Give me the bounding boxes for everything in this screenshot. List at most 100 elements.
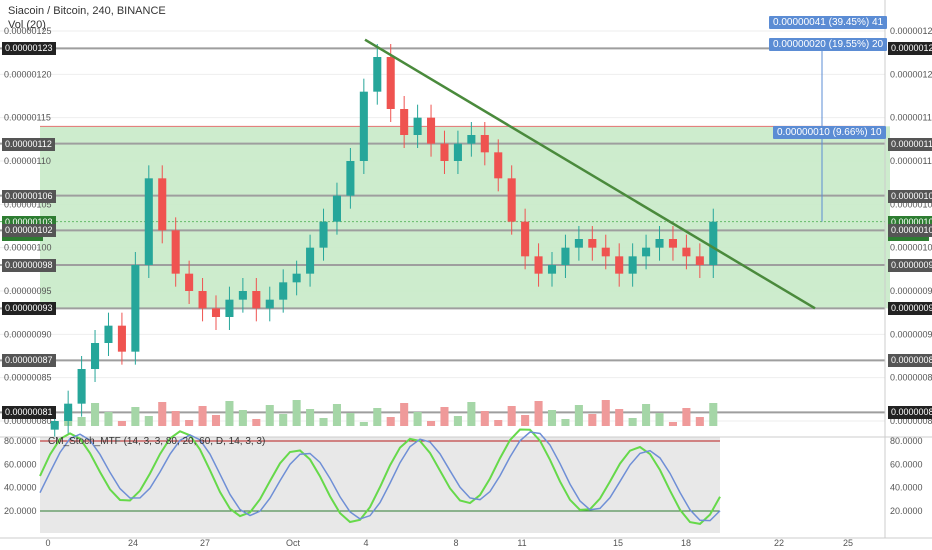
volume-bar: [117, 421, 126, 426]
candle-body: [292, 273, 301, 283]
volume-bar: [655, 413, 664, 426]
candle-body: [628, 256, 637, 274]
volume-bar: [359, 422, 368, 426]
volume-bar: [279, 414, 288, 426]
level-tag-right: 0.00000106: [888, 189, 932, 203]
stoch-d-line: [39, 431, 721, 522]
candle-body: [709, 221, 718, 265]
candle-body: [695, 256, 704, 265]
stoch-k-line: [39, 428, 721, 525]
volume-bar: [319, 418, 328, 426]
price-tick-left: 0.00000095: [4, 286, 52, 296]
measure-label[interactable]: 0.00000041 (39.45%) 41: [769, 16, 888, 29]
candle-body: [601, 247, 610, 257]
level-tag-right: 0.00000112: [888, 137, 932, 151]
candle-body: [185, 273, 194, 291]
volume-bar: [386, 417, 395, 426]
volume-bar: [601, 400, 610, 426]
candle-body: [144, 178, 153, 265]
price-tick-left: 0.00000115: [4, 113, 51, 123]
price-tick-right: 0.00000105: [890, 199, 932, 209]
volume-bar: [440, 407, 449, 426]
candle-body: [682, 247, 691, 257]
candle-body: [588, 239, 597, 248]
time-tick: 11: [517, 538, 526, 548]
candle-body: [238, 291, 247, 300]
candle-body: [319, 221, 328, 248]
candle-body: [655, 239, 664, 248]
oscillator-label: CM_Stoch_MTF (14, 3, 3, 80, 20, 60, D, 1…: [48, 436, 266, 447]
volume-bar: [252, 419, 261, 426]
candle-body: [373, 57, 382, 92]
candle-body: [507, 178, 516, 222]
level-tag-left: 0.00000093: [2, 302, 56, 316]
osc-tick-right: 60.0000: [890, 459, 923, 469]
level-tag-right: 0.00000087: [888, 354, 932, 368]
volume-bar: [547, 410, 557, 426]
candle-body: [386, 57, 395, 109]
candle-body: [225, 299, 234, 317]
volume-bar: [480, 411, 489, 426]
candle-body: [427, 117, 436, 144]
candle-body: [265, 299, 274, 309]
candle-body: [158, 178, 167, 231]
volume-bar: [292, 400, 301, 426]
level-tag-left: 0.00000112: [2, 137, 55, 151]
time-tick: 22: [774, 538, 784, 548]
volume-bar: [695, 417, 704, 426]
candle-body: [400, 109, 409, 135]
volume-bar: [534, 401, 543, 426]
volume-bar: [494, 420, 503, 426]
level-tag-left: 0.00000081: [2, 406, 56, 420]
candle-body: [91, 343, 100, 369]
level-tag-right: 0.00000098: [888, 259, 932, 272]
volume-bar: [413, 412, 422, 426]
candle-body: [332, 195, 341, 222]
candle-body: [642, 247, 651, 257]
candle-body: [494, 152, 503, 179]
candle-body: [171, 230, 180, 274]
price-tick-left: 0.00000080: [4, 416, 52, 426]
volume-bar: [91, 403, 100, 426]
measure-label[interactable]: 0.00000020 (19.55%) 20: [769, 38, 888, 51]
volume-bar: [225, 401, 234, 426]
osc-tick-left: 60.0000: [4, 459, 37, 469]
volume-bar: [198, 406, 207, 426]
volume-bar: [238, 410, 247, 426]
level-tag-left: 0.00000123: [2, 42, 56, 56]
osc-tick-right: 80.0000: [890, 436, 923, 446]
osc-tick-right: 40.0000: [890, 483, 923, 493]
price-tick-left: 0.00000125: [4, 26, 52, 36]
candle-body: [131, 265, 140, 352]
volume-bar: [561, 419, 570, 426]
time-tick: 8: [453, 538, 458, 548]
volume-bar: [131, 407, 140, 426]
trend-line[interactable]: [364, 38, 816, 310]
level-tag-right: 0.00000102: [888, 224, 932, 238]
time-tick: 25: [843, 538, 853, 548]
candle-body: [117, 325, 126, 352]
volume-bar: [158, 402, 167, 426]
volume-bar: [185, 420, 194, 426]
measure-label[interactable]: 0.00000010 (9.66%) 10: [773, 126, 886, 139]
volume-bar: [104, 412, 113, 426]
candle-body: [668, 239, 677, 248]
volume-bar: [682, 408, 691, 426]
osc-tick-left: 20.0000: [4, 506, 37, 516]
volume-bar: [265, 405, 274, 426]
time-tick: 18: [681, 538, 691, 548]
candle-body: [50, 421, 59, 430]
volume-bar: [171, 411, 180, 426]
volume-bar: [453, 416, 462, 426]
volume-bar: [588, 414, 597, 426]
price-tick-right: 0.00000125: [890, 26, 932, 36]
price-tick-left: 0.00000120: [4, 69, 52, 79]
candle-body: [346, 161, 355, 196]
volume-bar: [77, 417, 86, 426]
price-tick-right: 0.00000095: [890, 286, 932, 296]
price-tick-right: 0.00000100: [890, 243, 932, 253]
volume-bar: [521, 415, 530, 426]
volume-bar: [400, 403, 409, 426]
time-tick: 27: [200, 538, 210, 548]
